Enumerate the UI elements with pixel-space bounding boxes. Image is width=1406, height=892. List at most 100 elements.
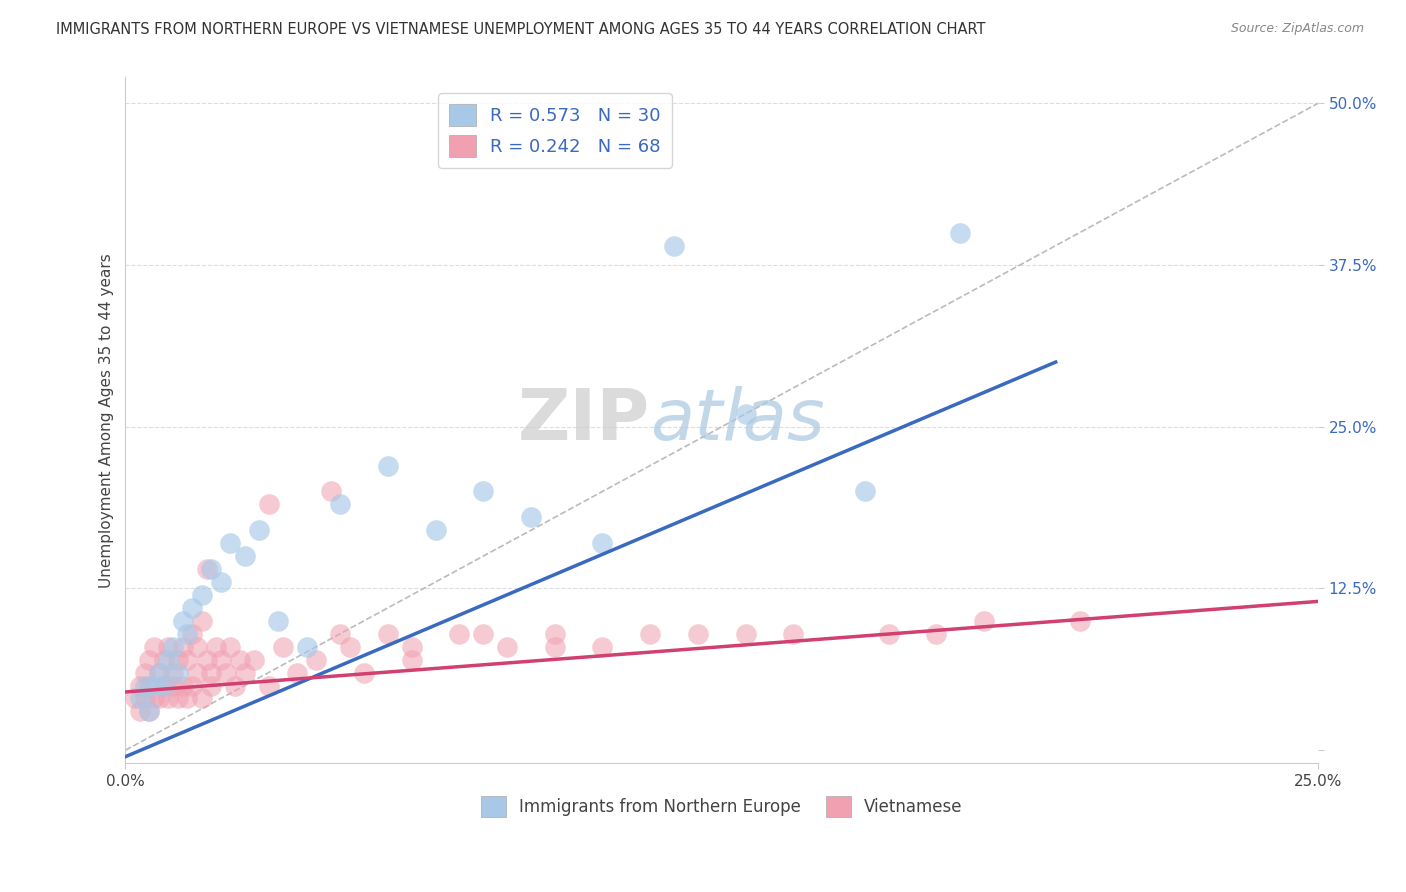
Point (134, 691, 156, 706)
Point (176, 652, 198, 666)
Point (329, 497, 352, 511)
Point (191, 588, 214, 602)
Point (257, 497, 280, 511)
Point (377, 458, 399, 473)
Point (143, 691, 166, 706)
Point (353, 665, 375, 680)
Point (191, 614, 214, 628)
Point (224, 679, 246, 693)
Point (181, 626, 204, 640)
Point (176, 691, 198, 706)
Point (638, 626, 661, 640)
Point (734, 626, 756, 640)
Point (209, 574, 232, 589)
Point (219, 640, 242, 654)
Point (214, 665, 236, 680)
Point (200, 679, 222, 693)
Point (267, 614, 290, 628)
Point (134, 665, 156, 680)
Point (148, 665, 170, 680)
Point (233, 549, 256, 563)
Point (152, 679, 174, 693)
Point (176, 626, 198, 640)
Point (128, 679, 150, 693)
Point (339, 640, 361, 654)
Point (401, 652, 423, 666)
Point (143, 679, 166, 693)
Point (544, 640, 567, 654)
Point (319, 484, 342, 499)
Point (186, 665, 208, 680)
Point (209, 652, 232, 666)
Point (592, 536, 614, 550)
Point (148, 665, 170, 680)
Point (229, 652, 252, 666)
Point (200, 665, 222, 680)
Point (167, 665, 190, 680)
Point (157, 640, 180, 654)
Text: ZIP: ZIP (517, 385, 650, 455)
Point (148, 691, 170, 706)
Point (200, 562, 222, 576)
Point (285, 665, 308, 680)
Point (925, 626, 948, 640)
Point (191, 691, 214, 706)
Text: IMMIGRANTS FROM NORTHERN EUROPE VS VIETNAMESE UNEMPLOYMENT AMONG AGES 35 TO 44 Y: IMMIGRANTS FROM NORTHERN EUROPE VS VIETN… (56, 22, 986, 37)
Legend: Immigrants from Northern Europe, Vietnamese: Immigrants from Northern Europe, Vietnam… (474, 789, 969, 823)
Point (162, 640, 184, 654)
Point (124, 691, 146, 706)
Point (205, 640, 228, 654)
Point (662, 238, 685, 252)
Point (138, 679, 160, 693)
Point (877, 626, 900, 640)
Point (138, 705, 160, 719)
Point (257, 679, 280, 693)
Point (219, 536, 242, 550)
Point (138, 652, 160, 666)
Point (152, 652, 174, 666)
Point (128, 691, 150, 706)
Point (949, 226, 972, 240)
Point (472, 484, 495, 499)
Point (734, 407, 756, 421)
Point (143, 640, 166, 654)
Point (853, 484, 876, 499)
Text: atlas: atlas (650, 385, 825, 455)
Point (243, 652, 266, 666)
Point (377, 626, 399, 640)
Point (162, 665, 184, 680)
Point (152, 679, 174, 693)
Point (592, 640, 614, 654)
Text: Source: ZipAtlas.com: Source: ZipAtlas.com (1230, 22, 1364, 36)
Point (157, 691, 180, 706)
Point (195, 562, 218, 576)
Point (782, 626, 804, 640)
Point (186, 640, 208, 654)
Point (128, 705, 150, 719)
Point (329, 626, 352, 640)
Point (305, 652, 328, 666)
Point (472, 626, 495, 640)
Point (233, 665, 256, 680)
Point (138, 705, 160, 719)
Point (449, 626, 471, 640)
Point (425, 523, 447, 537)
Point (520, 510, 543, 524)
Point (162, 679, 184, 693)
Point (172, 614, 194, 628)
Point (686, 626, 709, 640)
Point (295, 640, 318, 654)
Point (157, 652, 180, 666)
Point (195, 652, 218, 666)
Point (181, 679, 204, 693)
Point (172, 640, 194, 654)
Point (271, 640, 294, 654)
Point (1069, 614, 1091, 628)
Point (167, 691, 190, 706)
Point (134, 679, 156, 693)
Point (247, 523, 270, 537)
Point (401, 640, 423, 654)
Y-axis label: Unemployment Among Ages 35 to 44 years: Unemployment Among Ages 35 to 44 years (100, 253, 114, 588)
Point (167, 652, 190, 666)
Point (181, 600, 204, 615)
